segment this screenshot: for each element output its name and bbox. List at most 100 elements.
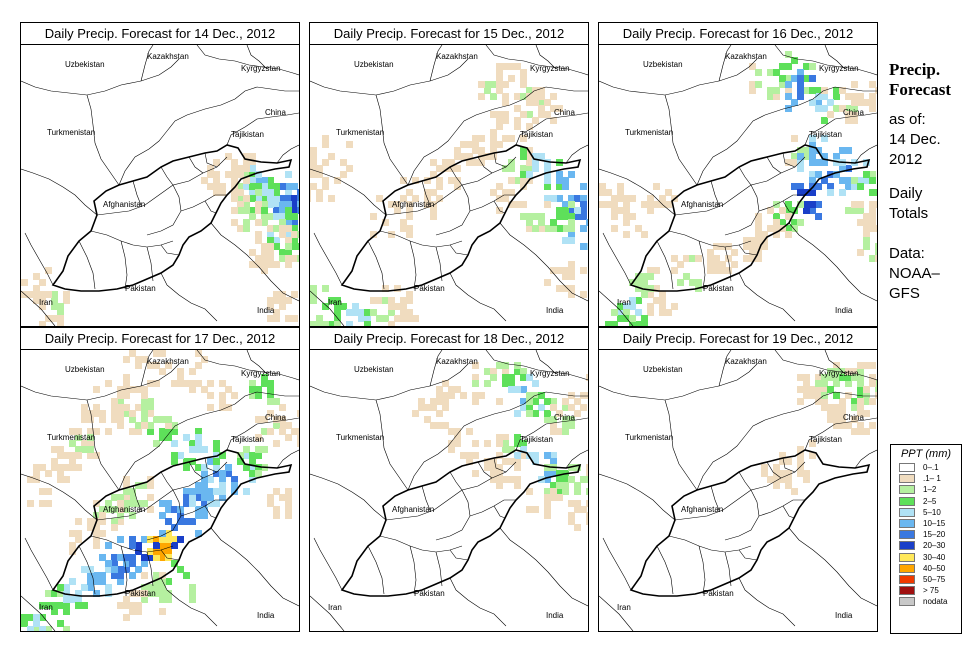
precip-cell xyxy=(207,476,214,483)
precip-cell xyxy=(400,225,407,232)
precip-cell xyxy=(815,374,822,381)
precip-cell xyxy=(544,279,551,286)
legend-label: .1– 1 xyxy=(923,474,941,484)
admin-border xyxy=(313,537,343,591)
precip-cell xyxy=(285,201,292,208)
precip-cell xyxy=(827,416,834,423)
precip-cell xyxy=(255,219,262,226)
precip-cell xyxy=(267,189,274,196)
precip-cell xyxy=(532,380,539,387)
precip-cell xyxy=(231,195,238,202)
precip-cell xyxy=(135,542,142,549)
legend-rows: 0–.1.1– 1 1–2 2–5 5–10 10–15 15–20 20–30 30–40 4… xyxy=(891,462,961,607)
precip-cell xyxy=(111,524,118,531)
precip-cell xyxy=(267,303,274,310)
precip-cell xyxy=(731,249,738,256)
precip-cell xyxy=(568,237,575,244)
precip-cell xyxy=(683,273,690,280)
precip-cell xyxy=(322,141,329,148)
precip-cell xyxy=(779,207,786,214)
precip-cell xyxy=(863,177,870,184)
precip-cell xyxy=(21,279,28,286)
precip-cell xyxy=(568,213,575,220)
precip-cell xyxy=(406,297,413,304)
precip-cell xyxy=(273,189,280,196)
precip-cell xyxy=(195,446,202,453)
precip-cell xyxy=(556,267,563,274)
precip-cell xyxy=(695,255,702,262)
precip-cell xyxy=(201,386,208,393)
precip-cell xyxy=(707,255,714,262)
precip-cell xyxy=(424,177,431,184)
admin-border xyxy=(449,272,507,322)
precip-cell xyxy=(364,309,371,316)
precip-cell xyxy=(869,105,876,112)
precip-cell xyxy=(346,141,353,148)
precip-cell xyxy=(466,141,473,148)
precip-cell xyxy=(785,63,792,70)
country-label: Tajikistan xyxy=(231,435,264,444)
precip-cell xyxy=(869,207,876,214)
precip-cell xyxy=(430,422,437,429)
precip-cell xyxy=(779,81,786,88)
precip-cell xyxy=(514,452,521,459)
precip-cell xyxy=(285,512,292,519)
precip-cell xyxy=(460,141,467,148)
precip-cell xyxy=(382,297,389,304)
precip-cell xyxy=(502,93,509,100)
precip-cell xyxy=(165,590,172,597)
precip-cell xyxy=(815,386,822,393)
precip-cell xyxy=(502,99,509,106)
precip-cell xyxy=(213,440,220,447)
precip-cell xyxy=(785,75,792,82)
precip-cell xyxy=(33,285,40,292)
legend-label: > 75 xyxy=(923,586,939,596)
precip-cell xyxy=(875,225,877,232)
admin-border xyxy=(246,45,268,70)
precip-cell xyxy=(478,135,485,142)
precip-cell xyxy=(863,159,870,166)
precip-cell xyxy=(514,63,521,70)
panel-title: Daily Precip. Forecast for 14 Dec., 2012 xyxy=(21,23,299,45)
precip-cell xyxy=(815,171,822,178)
precip-cell xyxy=(472,398,479,405)
precip-cell xyxy=(797,159,804,166)
admin-border xyxy=(367,545,385,595)
precip-cell xyxy=(544,195,551,202)
precip-cell xyxy=(773,482,780,489)
admin-border xyxy=(188,461,204,479)
precip-cell xyxy=(550,93,557,100)
precip-cell xyxy=(51,464,58,471)
precip-cell xyxy=(502,165,509,172)
legend-swatch xyxy=(899,597,915,607)
precip-cell xyxy=(255,195,262,202)
admin-border xyxy=(824,350,846,375)
precip-cell xyxy=(27,476,34,483)
admin-border xyxy=(656,545,674,595)
precip-cell xyxy=(129,494,136,501)
precip-cell xyxy=(267,392,274,399)
precip-cell xyxy=(279,231,286,238)
precip-cell xyxy=(574,506,581,513)
precip-cell xyxy=(803,392,810,399)
precip-cell xyxy=(273,243,280,250)
precip-cell xyxy=(141,422,148,429)
precip-cell xyxy=(159,512,166,519)
precip-cell xyxy=(869,81,876,88)
precip-cell xyxy=(568,225,575,232)
precip-cell xyxy=(117,506,124,513)
precip-cell xyxy=(141,572,148,579)
precip-cell xyxy=(273,237,280,244)
precip-cell xyxy=(39,614,46,621)
precip-cell xyxy=(117,536,124,543)
precip-cell xyxy=(502,380,509,387)
precip-cell xyxy=(514,368,521,375)
precip-cell xyxy=(520,177,527,184)
precip-cell xyxy=(490,93,497,100)
admin-border xyxy=(696,98,814,186)
precip-cell xyxy=(147,554,154,561)
precip-cell xyxy=(285,183,292,190)
precip-cell xyxy=(291,201,298,208)
precip-cell xyxy=(623,201,630,208)
precip-cell xyxy=(171,506,178,513)
